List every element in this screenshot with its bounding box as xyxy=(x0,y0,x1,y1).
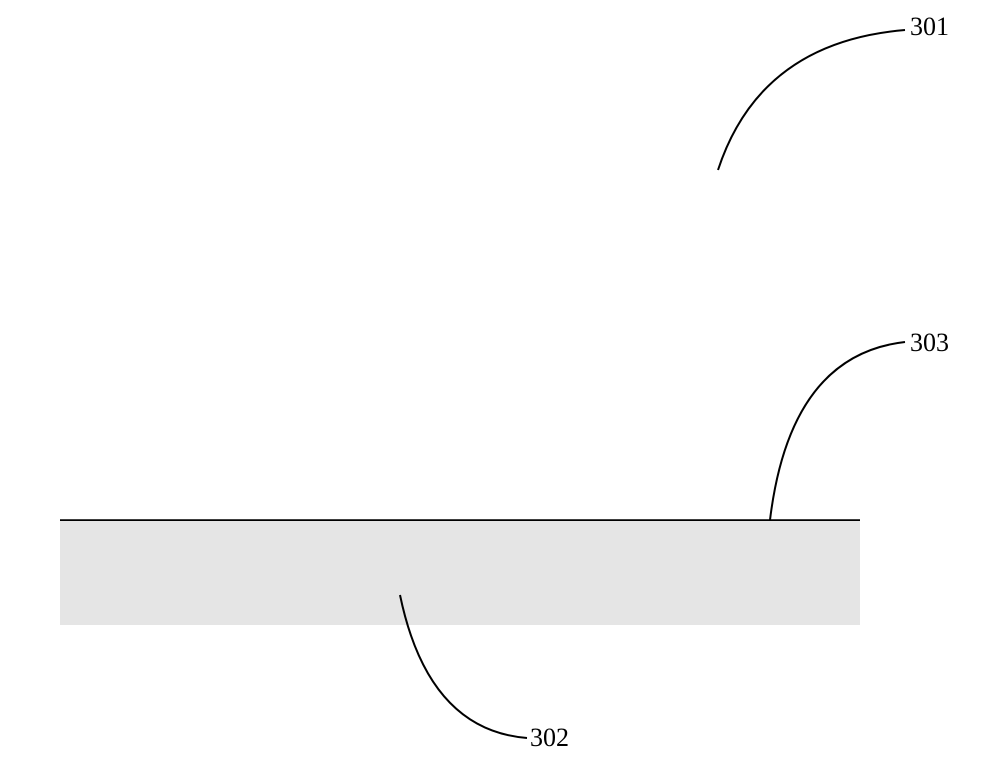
region-lower-302 xyxy=(60,520,860,625)
label-301: 301 xyxy=(910,12,949,42)
region-upper-301 xyxy=(60,85,860,520)
figure-canvas: 301 303 302 xyxy=(0,0,1000,771)
label-302: 302 xyxy=(530,723,569,753)
label-303: 303 xyxy=(910,328,949,358)
